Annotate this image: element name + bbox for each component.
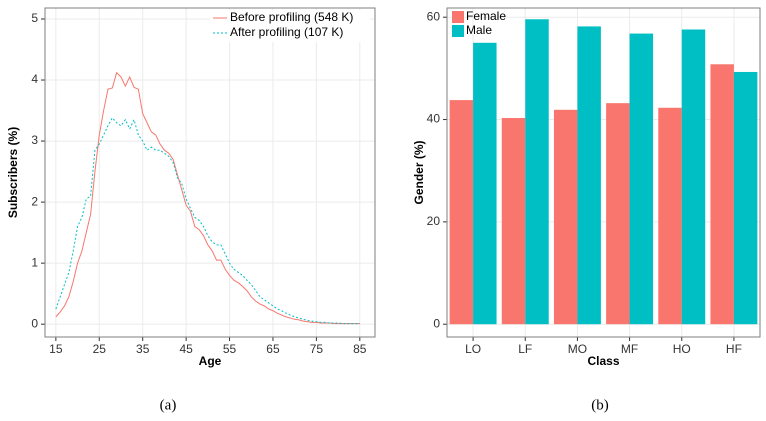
- line-series: [55, 117, 360, 325]
- y-tick-label: 5: [31, 11, 38, 25]
- caption: (a): [160, 397, 177, 413]
- x-tick-label: LF: [518, 342, 532, 356]
- bar: [449, 100, 474, 325]
- y-tick-label: 40: [427, 112, 441, 126]
- y-tick-label: 2: [31, 194, 38, 208]
- y-axis-title: Subscribers (%): [6, 127, 20, 218]
- y-axis-title: Gender (%): [412, 140, 426, 204]
- x-tick-label: 65: [266, 342, 280, 356]
- y-tick-label: 60: [427, 9, 441, 23]
- bar: [525, 19, 549, 325]
- legend-swatch: [452, 11, 464, 23]
- bar: [577, 26, 601, 325]
- x-tick-label: 75: [310, 342, 324, 356]
- x-tick-label: 15: [49, 342, 63, 356]
- x-tick-label: HF: [726, 342, 742, 356]
- legend-box: [210, 10, 370, 42]
- bar: [681, 29, 706, 325]
- x-axis-title: Class: [587, 354, 619, 368]
- legend-label: Female: [466, 9, 506, 23]
- x-tick-label: 85: [353, 342, 367, 356]
- bar: [733, 71, 758, 325]
- bar: [553, 109, 578, 325]
- legend-label: Before profiling (548 K): [230, 10, 353, 24]
- x-tick-label: 25: [93, 342, 107, 356]
- x-tick-label: HO: [673, 342, 691, 356]
- x-tick-label: MF: [621, 342, 638, 356]
- y-tick-label: 0: [433, 316, 440, 330]
- y-tick-label: 20: [427, 214, 441, 228]
- x-tick-label: MO: [568, 342, 587, 356]
- y-tick-label: 4: [31, 72, 38, 86]
- bar: [710, 64, 734, 325]
- plot-background: [447, 8, 760, 337]
- y-tick-label: 1: [31, 255, 38, 269]
- y-tick-label: 0: [31, 316, 38, 330]
- x-tick-label: LO: [465, 342, 481, 356]
- plot-background: [45, 8, 375, 337]
- x-tick-label: 55: [223, 342, 237, 356]
- x-axis-title: Age: [199, 354, 222, 368]
- bar: [473, 42, 497, 325]
- bar: [629, 33, 654, 325]
- caption: (b): [591, 397, 609, 413]
- line-series: [55, 71, 360, 325]
- legend-label: Male: [466, 23, 492, 37]
- legend-swatch: [452, 25, 464, 37]
- bar: [606, 103, 630, 325]
- x-tick-label: 45: [179, 342, 193, 356]
- y-tick-label: 3: [31, 133, 38, 147]
- bar: [658, 107, 682, 325]
- plot-border: [44, 7, 376, 338]
- x-tick-label: 35: [136, 342, 150, 356]
- bar: [501, 118, 526, 325]
- plot-border: [446, 7, 761, 338]
- legend-label: After profiling (107 K): [230, 25, 343, 39]
